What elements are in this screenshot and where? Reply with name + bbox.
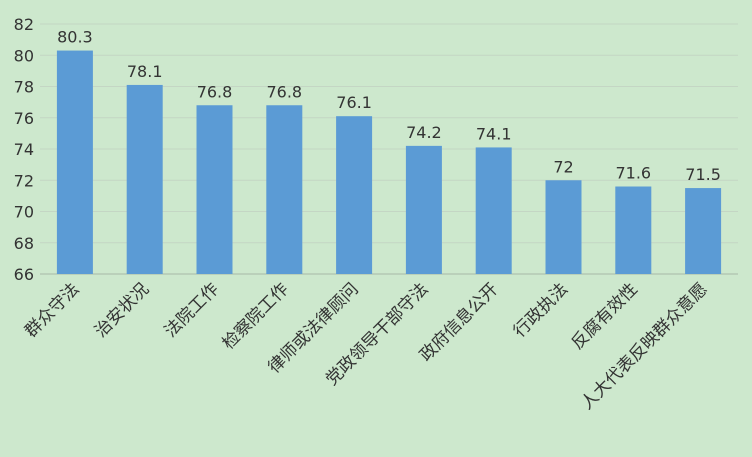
x-tick-label: 反腐有效性: [568, 279, 642, 353]
y-tick-label: 74: [14, 140, 34, 159]
data-label: 78.1: [127, 62, 163, 81]
data-label: 76.1: [336, 93, 372, 112]
y-tick-label: 72: [14, 171, 34, 190]
y-tick-label: 66: [14, 265, 34, 284]
y-tick-label: 78: [14, 78, 34, 97]
y-tick-label: 82: [14, 15, 34, 34]
bar: [196, 105, 233, 274]
x-tick-label: 人大代表反映群众意愿: [577, 279, 711, 413]
x-tick-label: 群众守法: [21, 279, 83, 341]
data-label: 71.5: [685, 165, 721, 184]
bar: [56, 50, 93, 274]
data-label: 76.8: [197, 82, 233, 101]
bar: [615, 186, 652, 274]
bar: [475, 147, 512, 274]
x-tick-label: 检察院工作: [219, 279, 293, 353]
data-label: 74.2: [406, 123, 442, 142]
data-label: 71.6: [615, 164, 651, 183]
y-tick-label: 70: [14, 203, 34, 222]
x-tick-label: 行政执法: [510, 279, 572, 341]
y-tick-label: 76: [14, 109, 34, 128]
bar: [405, 145, 442, 274]
bar: [126, 84, 163, 274]
y-tick-label: 80: [14, 46, 34, 65]
bar: [336, 116, 373, 274]
bar: [685, 188, 722, 274]
y-tick-label: 68: [14, 234, 34, 253]
data-label: 72: [553, 157, 573, 176]
bar: [266, 105, 303, 274]
data-label: 76.8: [266, 82, 302, 101]
bar: [545, 180, 582, 274]
x-tick-label: 法院工作: [161, 279, 223, 341]
data-label: 74.1: [476, 124, 512, 143]
data-label: 80.3: [57, 28, 93, 47]
x-tick-label: 治安状况: [91, 279, 153, 341]
